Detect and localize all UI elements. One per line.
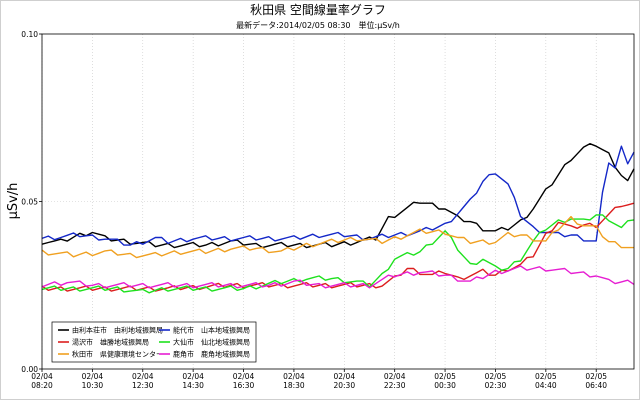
x-tick-date: 02/04 (182, 372, 204, 381)
x-tick-time: 04:40 (535, 381, 557, 390)
legend-label: 由利本荘市 由利地域振興局 (72, 326, 163, 335)
y-tick-label: 0.10 (21, 30, 38, 39)
chart-title: 秋田県 空間線量率グラフ (250, 2, 386, 17)
x-tick-date: 02/04 (233, 372, 255, 381)
x-tick-time: 12:30 (132, 381, 154, 390)
x-tick-date: 02/04 (31, 372, 53, 381)
grid (41, 34, 634, 369)
x-tick-date: 02/04 (132, 372, 154, 381)
series-line (41, 215, 634, 259)
y-tick-label: 0.05 (21, 198, 38, 207)
plot-border (41, 33, 635, 370)
x-tick-date: 02/04 (283, 372, 305, 381)
series-line (41, 145, 635, 246)
y-axis-label: μSv/h (6, 183, 21, 220)
legend-label: 鹿角市 鹿角地域振興局 (173, 350, 250, 359)
x-tick-time: 08:20 (31, 381, 53, 390)
x-tick-time: 02:30 (485, 381, 507, 390)
x-tick-time: 00:30 (434, 381, 456, 390)
x-tick-time: 18:30 (283, 381, 305, 390)
x-tick-time: 10:30 (82, 381, 104, 390)
x-tick-time: 22:30 (384, 381, 406, 390)
x-tick-time: 14:30 (182, 381, 204, 390)
x-tick-date: 02/05 (434, 372, 456, 381)
series-line (41, 214, 635, 294)
series-layer (41, 142, 635, 294)
x-tick-date: 02/05 (585, 372, 607, 381)
legend-label: 大仙市 仙北地域振興局 (173, 338, 250, 347)
legend-label: 能代市 山本地域振興局 (173, 326, 250, 335)
y-tick-label: 0.00 (21, 365, 38, 374)
x-tick-time: 20:30 (333, 381, 355, 390)
series-line (41, 265, 635, 289)
axes (39, 33, 635, 372)
x-tick-time: 16:30 (233, 381, 255, 390)
x-tick-date: 02/04 (333, 372, 355, 381)
x-tick-date: 02/04 (384, 372, 406, 381)
x-tick-time: 06:40 (585, 381, 607, 390)
legend-box (51, 321, 257, 363)
x-tick-date: 02/04 (82, 372, 104, 381)
tick-labels: 0.000.050.1002/0408:2002/0410:3002/0412:… (21, 30, 607, 390)
x-tick-date: 02/05 (485, 372, 507, 381)
x-tick-date: 02/05 (535, 372, 557, 381)
legend-label: 秋田市 県健康環境センター (72, 350, 163, 359)
legend-label: 湯沢市 雄勝地域振興局 (72, 338, 149, 347)
chart-subtitle: 最新データ:2014/02/05 08:30 単位:μSv/h (236, 20, 400, 30)
